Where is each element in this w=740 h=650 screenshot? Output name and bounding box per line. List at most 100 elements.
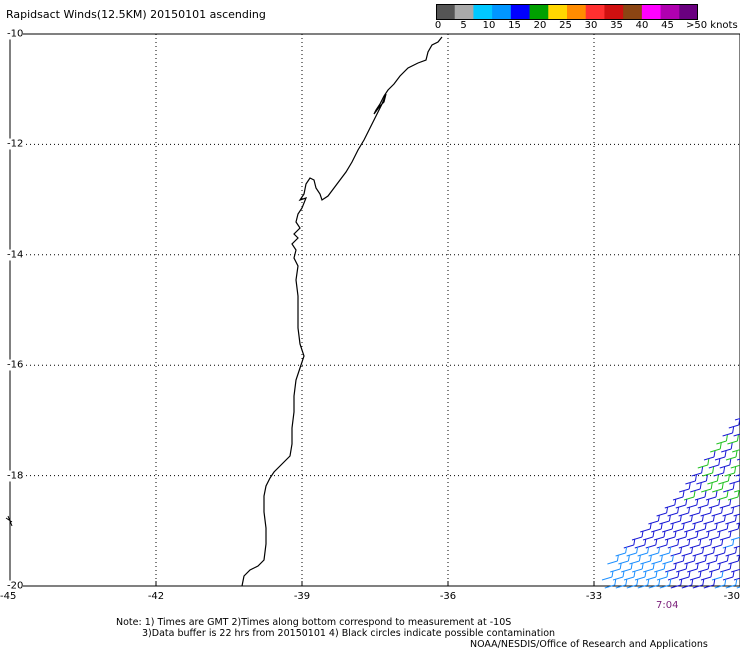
wind-barb	[623, 570, 636, 581]
wind-barb	[713, 466, 726, 477]
colorbar-swatch	[510, 4, 531, 20]
wind-barb	[714, 578, 727, 589]
map-title: Rapidsact Winds(12.5KM) 20150101 ascendi…	[6, 8, 266, 21]
wind-barb	[610, 562, 622, 573]
colorbar-swatches	[436, 4, 699, 20]
wind-barb	[607, 554, 619, 565]
wind-barb	[734, 417, 740, 421]
wind-barb	[714, 546, 727, 557]
wind-barb	[662, 522, 674, 533]
colorbar-swatch	[679, 4, 699, 20]
wind-barb	[703, 546, 716, 557]
wind-barb	[656, 570, 669, 581]
note-line-1: Note: 1) Times are GMT 2)Times along bot…	[116, 617, 512, 628]
colorbar-units: >50 knots	[686, 20, 738, 31]
wind-barb	[691, 466, 704, 477]
wind-barb	[736, 554, 740, 557]
wind-barb	[678, 506, 691, 517]
wind-barb	[653, 530, 666, 541]
wind-barb	[725, 546, 738, 557]
wind-barb	[727, 490, 740, 501]
wind-barb	[692, 546, 705, 557]
wind-barb	[667, 570, 680, 581]
wind-barb	[723, 482, 735, 493]
wind-barb	[659, 578, 672, 589]
wind-barb	[714, 514, 726, 525]
colorbar-tick-label: 0	[434, 20, 442, 31]
colorbar-swatch	[604, 4, 624, 20]
wind-barb	[700, 506, 713, 517]
colorbar-swatch	[473, 4, 493, 20]
wind-barb	[697, 458, 710, 469]
wind-barb	[684, 522, 696, 533]
wind-barb	[626, 578, 639, 589]
wind-barb	[670, 578, 683, 589]
wind-barb	[686, 498, 699, 509]
wind-barb	[678, 538, 691, 549]
wind-barb	[626, 546, 639, 557]
wind-barbs	[601, 417, 740, 589]
wind-barb	[698, 562, 710, 573]
colorbar-tick-label: 10	[482, 20, 496, 31]
wind-barb	[732, 449, 740, 453]
wind-barb	[631, 530, 644, 541]
colorbar-swatch	[548, 4, 568, 20]
wind-barb	[648, 514, 660, 525]
wind-barb	[733, 513, 740, 517]
wind-barb	[690, 482, 702, 493]
wind-barb	[612, 570, 625, 581]
wind-barb	[719, 530, 732, 541]
colorbar-tick-label: 20	[533, 20, 547, 31]
wind-barb	[728, 418, 740, 429]
wind-barb	[711, 538, 724, 549]
wind-barb	[601, 570, 614, 581]
wind-barb	[629, 554, 641, 565]
wind-barb	[678, 570, 691, 581]
wind-barb	[725, 514, 737, 525]
wind-barb	[708, 498, 721, 509]
wind-barb	[706, 522, 718, 533]
wind-barb	[656, 538, 669, 549]
wind-barb	[687, 562, 699, 573]
wind-barb	[667, 538, 680, 549]
longitude-label: -39	[293, 591, 311, 602]
wind-barb	[703, 450, 716, 461]
wind-barb	[685, 474, 697, 485]
wind-barb	[730, 536, 740, 541]
wind-barb	[615, 578, 628, 589]
wind-barb	[696, 474, 708, 485]
wind-barb	[730, 504, 740, 509]
wind-barb	[721, 442, 733, 453]
wind-barb	[716, 490, 729, 501]
wind-barb	[711, 506, 724, 517]
wind-barb	[722, 426, 735, 437]
wind-barb	[728, 554, 740, 565]
wind-barb	[679, 482, 691, 493]
wind-speed-colorbar	[436, 4, 699, 24]
colorbar-tick-label: 5	[460, 20, 467, 31]
colorbar-swatch	[529, 4, 549, 20]
wind-barb	[618, 554, 630, 565]
wind-barb	[664, 530, 677, 541]
wind-barb	[731, 568, 740, 573]
wind-barb	[730, 464, 740, 469]
wind-barb	[710, 442, 722, 453]
wind-barb	[604, 578, 617, 589]
wind-barb	[659, 514, 671, 525]
wind-barb	[703, 578, 716, 589]
longitude-label: -36	[439, 591, 457, 602]
wind-barb	[703, 514, 715, 525]
wind-barb	[733, 545, 740, 549]
credit-line: NOAA/NESDIS/Office of Research and Appli…	[470, 639, 708, 650]
wind-barb	[695, 554, 707, 565]
wind-barb	[673, 554, 685, 565]
wind-barb	[642, 530, 655, 541]
colorbar-tick-label: 40	[635, 20, 649, 31]
wind-barb	[700, 570, 713, 581]
wind-barb	[686, 530, 699, 541]
colorbar-border	[436, 4, 698, 20]
wind-barb	[736, 586, 740, 589]
map-frame	[9, 33, 740, 587]
wind-barb	[689, 506, 702, 517]
wind-barb	[720, 562, 732, 573]
